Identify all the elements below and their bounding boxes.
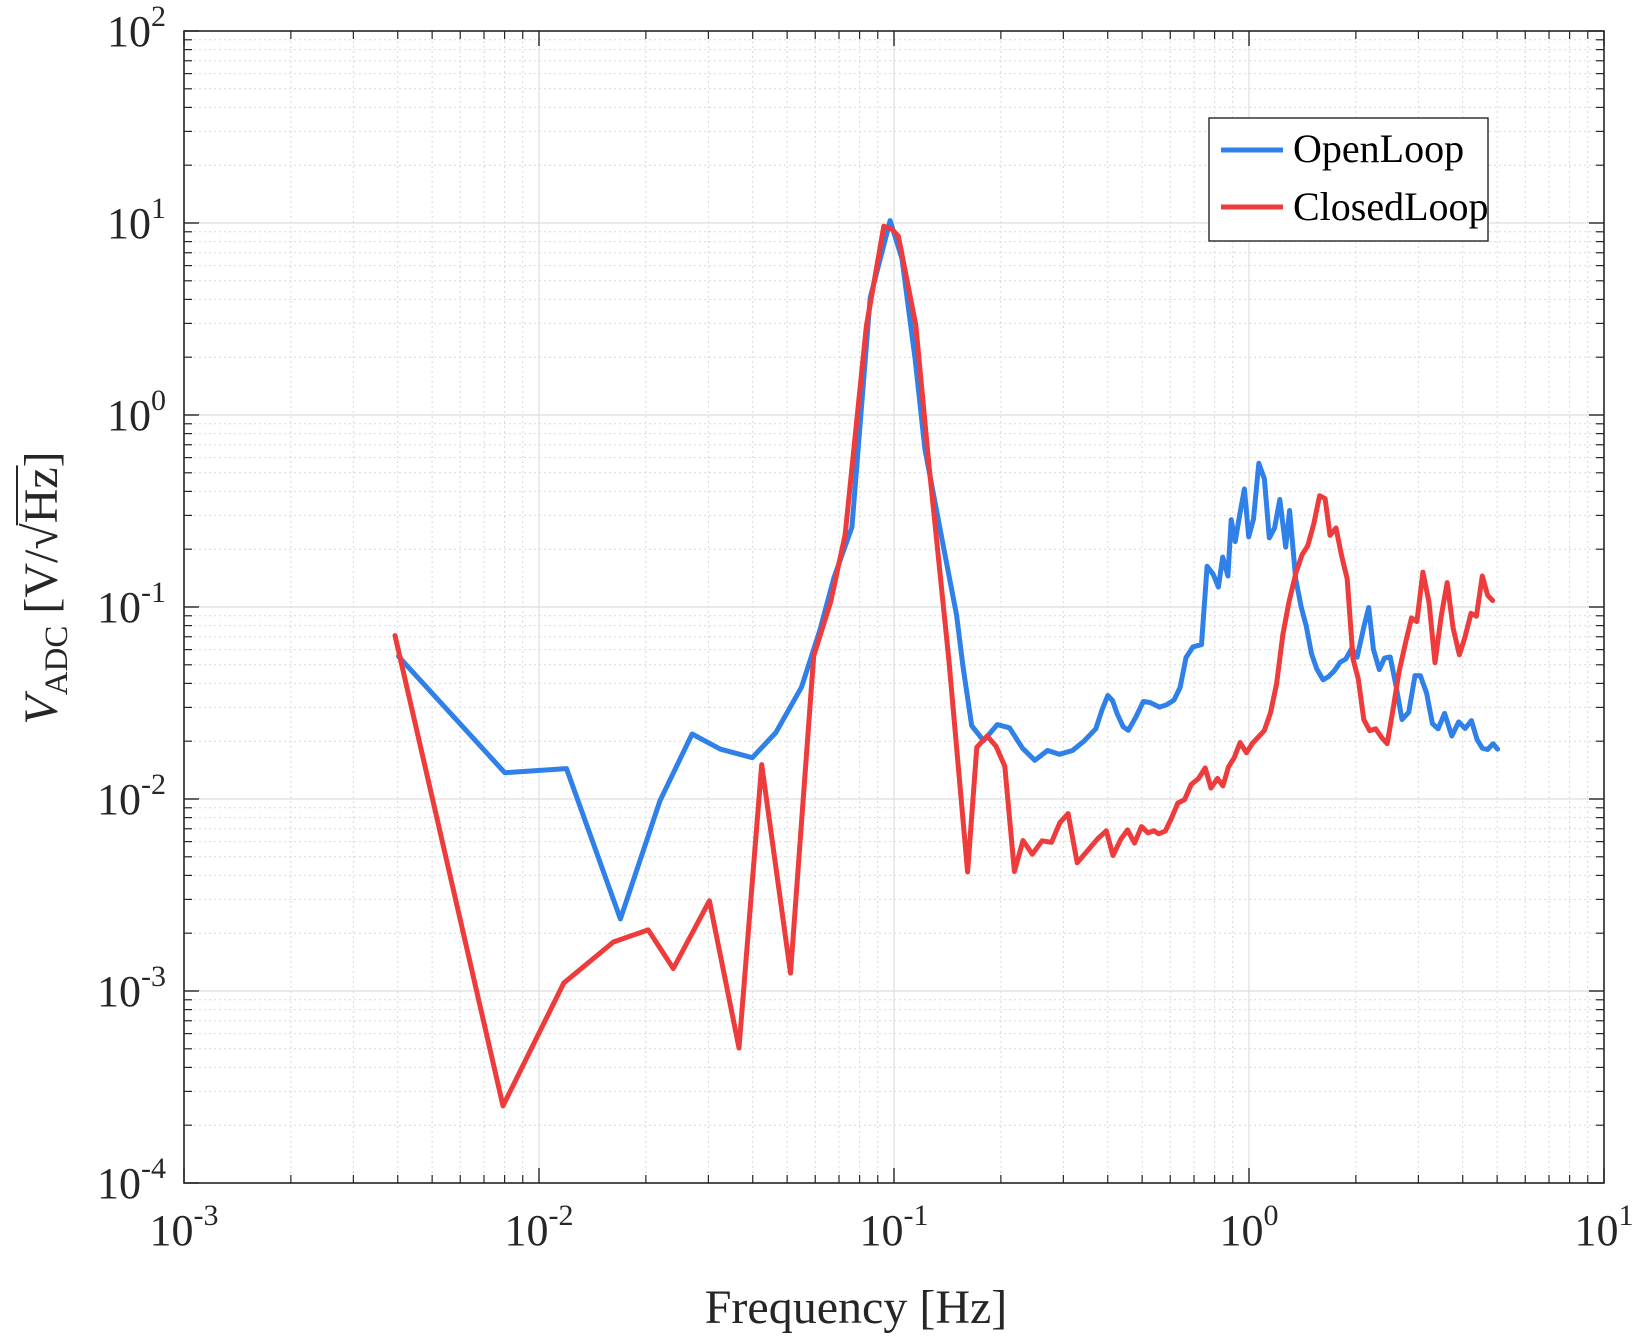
series-layer bbox=[392, 218, 1501, 1109]
x-tick-label: 10-2 bbox=[505, 1199, 574, 1255]
y-axis-radical: √ bbox=[15, 523, 68, 550]
legend-label-openloop: OpenLoop bbox=[1293, 126, 1464, 171]
series-line-closedloop bbox=[392, 223, 1496, 1109]
y-tick-labels: 10-4 10-3 10-2 10-1 100 101 102 bbox=[97, 0, 166, 1208]
y-axis-units-open: [V/ bbox=[15, 549, 68, 614]
y-tick-label: 10-2 bbox=[97, 768, 166, 824]
y-axis-subscript: ADC bbox=[39, 626, 75, 696]
y-tick-label: 10-3 bbox=[97, 960, 166, 1016]
y-axis-label: VADC [V/√Hz] bbox=[15, 451, 75, 724]
y-tick-label: 101 bbox=[107, 192, 166, 248]
axis-ticks bbox=[183, 30, 1605, 1184]
y-tick-label: 10-1 bbox=[97, 576, 166, 632]
x-tick-labels: 10-3 10-2 10-1 100 101 bbox=[150, 1199, 1634, 1255]
y-tick-label: 100 bbox=[107, 384, 166, 440]
x-tick-label: 100 bbox=[1220, 1199, 1279, 1255]
x-tick-label: 10-3 bbox=[150, 1199, 219, 1255]
legend-label-closedloop: ClosedLoop bbox=[1293, 184, 1489, 229]
x-axis-label: Frequency [Hz] bbox=[705, 1281, 1008, 1334]
legend: OpenLoop ClosedLoop bbox=[1208, 117, 1489, 242]
x-tick-label: 101 bbox=[1575, 1199, 1634, 1255]
svg-text:VADC[V/√Hz]: VADC [V/√Hz] bbox=[15, 451, 75, 724]
y-axis-radicand: Hz bbox=[15, 467, 68, 523]
legend-box bbox=[1208, 117, 1489, 242]
y-tick-label: 10-4 bbox=[97, 1152, 166, 1208]
y-axis-symbol: V bbox=[15, 691, 68, 725]
x-tick-label: 10-1 bbox=[860, 1199, 929, 1255]
y-axis-units-close: ] bbox=[15, 451, 68, 467]
y-tick-label: 102 bbox=[107, 0, 166, 56]
